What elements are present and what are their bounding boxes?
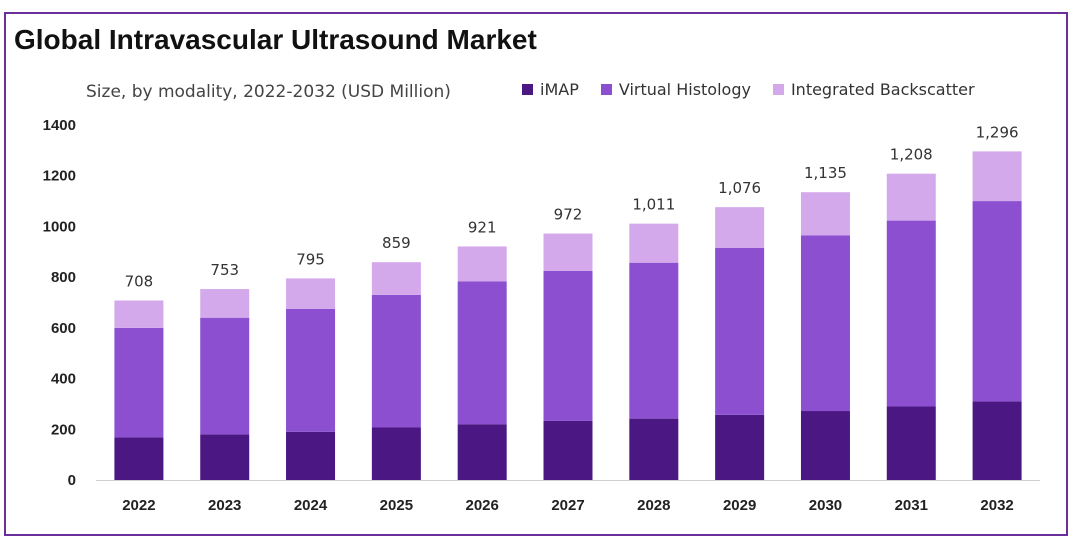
- chart-title: Global Intravascular Ultrasound Market: [14, 24, 537, 55]
- bar-segment-virtual-histology: [286, 308, 336, 432]
- bar-segment-virtual-histology: [200, 317, 250, 435]
- bar-segment-virtual-histology: [114, 327, 164, 438]
- bar-segment-imap: [886, 406, 936, 480]
- bar-segment-imap: [286, 431, 336, 480]
- y-tick-label: 800: [51, 269, 76, 286]
- legend-item-imap: iMAP: [522, 80, 579, 99]
- x-tick-label: 2028: [637, 497, 670, 514]
- bar-segment-virtual-histology: [457, 281, 507, 425]
- y-tick-label: 600: [51, 320, 76, 337]
- bar-segment-imap: [715, 414, 765, 480]
- bar-total-label: 795: [296, 250, 325, 268]
- bar-total-label: 1,011: [632, 196, 675, 214]
- y-tick-label: 1000: [43, 218, 76, 235]
- bar-segment-virtual-histology: [800, 235, 850, 412]
- bar-segment-virtual-histology: [886, 220, 936, 407]
- bar-segment-integrated-backscatter: [972, 151, 1022, 202]
- y-tick-label: 200: [51, 421, 76, 438]
- bar-segment-integrated-backscatter: [114, 300, 164, 328]
- legend-swatch-imap: [522, 83, 533, 95]
- bar-segment-virtual-histology: [972, 201, 1022, 402]
- bar-segment-virtual-histology: [371, 294, 421, 428]
- bar-total-label: 859: [382, 234, 411, 252]
- x-tick-label: 2025: [380, 497, 413, 514]
- bar-total-label: 1,208: [890, 146, 933, 164]
- legend-label-imap: iMAP: [540, 79, 579, 99]
- legend-label-integrated-backscatter: Integrated Backscatter: [790, 79, 975, 99]
- bar-total-label: 1,076: [718, 179, 761, 197]
- x-tick-label: 2031: [895, 497, 928, 514]
- bar-segment-imap: [629, 418, 679, 480]
- bar-segment-integrated-backscatter: [371, 262, 421, 295]
- bar-segment-integrated-backscatter: [543, 233, 593, 271]
- x-tick-label: 2032: [980, 497, 1013, 514]
- y-tick-label: 1200: [43, 168, 76, 185]
- x-tick-label: 2023: [208, 497, 241, 514]
- chart-legend: iMAP Virtual Histology Integrated Backsc…: [522, 78, 975, 100]
- chart-subtitle: Size, by modality, 2022-2032 (USD Millio…: [86, 82, 451, 102]
- bar-segment-virtual-histology: [543, 270, 593, 421]
- bar-total-label: 972: [554, 206, 583, 224]
- x-tick-label: 2026: [465, 497, 498, 514]
- x-tick-label: 2027: [551, 497, 584, 514]
- x-tick-label: 2030: [809, 497, 842, 514]
- y-tick-label: 1400: [43, 117, 76, 134]
- bar-segment-imap: [200, 434, 250, 480]
- bar-segment-imap: [371, 427, 421, 480]
- bar-segment-integrated-backscatter: [286, 278, 336, 309]
- bar-total-label: 1,135: [804, 164, 847, 182]
- legend-label-virtual-histology: Virtual Histology: [618, 79, 751, 99]
- bar-segment-integrated-backscatter: [800, 192, 850, 236]
- bar-segment-imap: [114, 437, 164, 480]
- bar-segment-integrated-backscatter: [457, 246, 507, 282]
- bar-total-label: 1,296: [976, 123, 1019, 141]
- bar-segment-integrated-backscatter: [715, 207, 765, 248]
- bar-segment-imap: [457, 424, 507, 480]
- x-tick-label: 2029: [723, 497, 756, 514]
- bar-segment-virtual-histology: [629, 262, 679, 419]
- bar-total-label: 921: [468, 218, 497, 236]
- bar-total-label: 708: [125, 272, 154, 290]
- bar-segment-integrated-backscatter: [200, 289, 250, 318]
- x-tick-label: 2024: [294, 497, 328, 514]
- bar-segment-integrated-backscatter: [629, 223, 679, 263]
- bar-total-label: 753: [210, 261, 239, 279]
- legend-swatch-virtual-histology: [600, 83, 612, 95]
- bar-segment-imap: [800, 411, 850, 480]
- legend-item-integrated-backscatter: Integrated Backscatter: [772, 79, 975, 99]
- bar-segment-imap: [543, 420, 593, 480]
- x-tick-label: 2022: [122, 497, 155, 514]
- bar-segment-integrated-backscatter: [886, 173, 936, 221]
- bar-segment-virtual-histology: [715, 247, 765, 415]
- y-tick-label: 400: [51, 371, 76, 388]
- legend-swatch-integrated-backscatter: [772, 83, 784, 95]
- y-tick-label: 0: [68, 472, 76, 489]
- bar-segment-imap: [972, 401, 1022, 480]
- legend-item-virtual-histology: Virtual Histology: [600, 79, 751, 99]
